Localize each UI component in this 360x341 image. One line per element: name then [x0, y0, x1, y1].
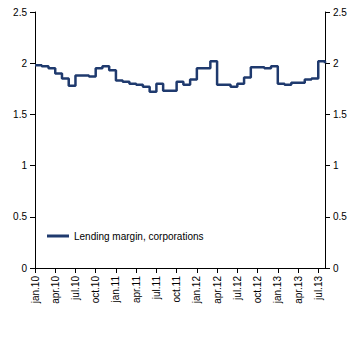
svg-text:jan.10: jan.10 — [30, 276, 41, 305]
svg-text:Lending margin, corporations: Lending margin, corporations — [74, 231, 204, 242]
svg-text:2: 2 — [21, 58, 27, 69]
svg-text:0: 0 — [333, 263, 339, 274]
svg-text:1.5: 1.5 — [13, 109, 27, 120]
svg-text:1: 1 — [21, 160, 27, 171]
svg-text:1: 1 — [333, 160, 339, 171]
svg-text:oct.11: oct.11 — [171, 276, 182, 303]
svg-text:apr.11: apr.11 — [131, 276, 142, 303]
svg-text:jan.13: jan.13 — [272, 276, 283, 305]
svg-text:1.5: 1.5 — [333, 109, 347, 120]
svg-text:jul.10: jul.10 — [70, 276, 81, 301]
svg-text:apr.10: apr.10 — [50, 276, 61, 304]
svg-text:2: 2 — [333, 58, 339, 69]
svg-text:oct.10: oct.10 — [90, 276, 101, 304]
svg-text:oct.12: oct.12 — [252, 276, 263, 304]
svg-text:jul.11: jul.11 — [151, 276, 162, 301]
svg-text:0.5: 0.5 — [13, 211, 27, 222]
svg-text:0.5: 0.5 — [333, 211, 347, 222]
svg-text:jul.12: jul.12 — [232, 276, 243, 301]
svg-text:apr.12: apr.12 — [212, 276, 223, 304]
svg-text:2.5: 2.5 — [13, 7, 27, 18]
svg-text:jul.13: jul.13 — [313, 276, 324, 301]
svg-text:jan.12: jan.12 — [191, 276, 202, 305]
svg-text:jan.11: jan.11 — [110, 276, 121, 304]
svg-text:0: 0 — [21, 263, 27, 274]
svg-text:2.5: 2.5 — [333, 7, 347, 18]
svg-text:apr.13: apr.13 — [293, 276, 304, 304]
